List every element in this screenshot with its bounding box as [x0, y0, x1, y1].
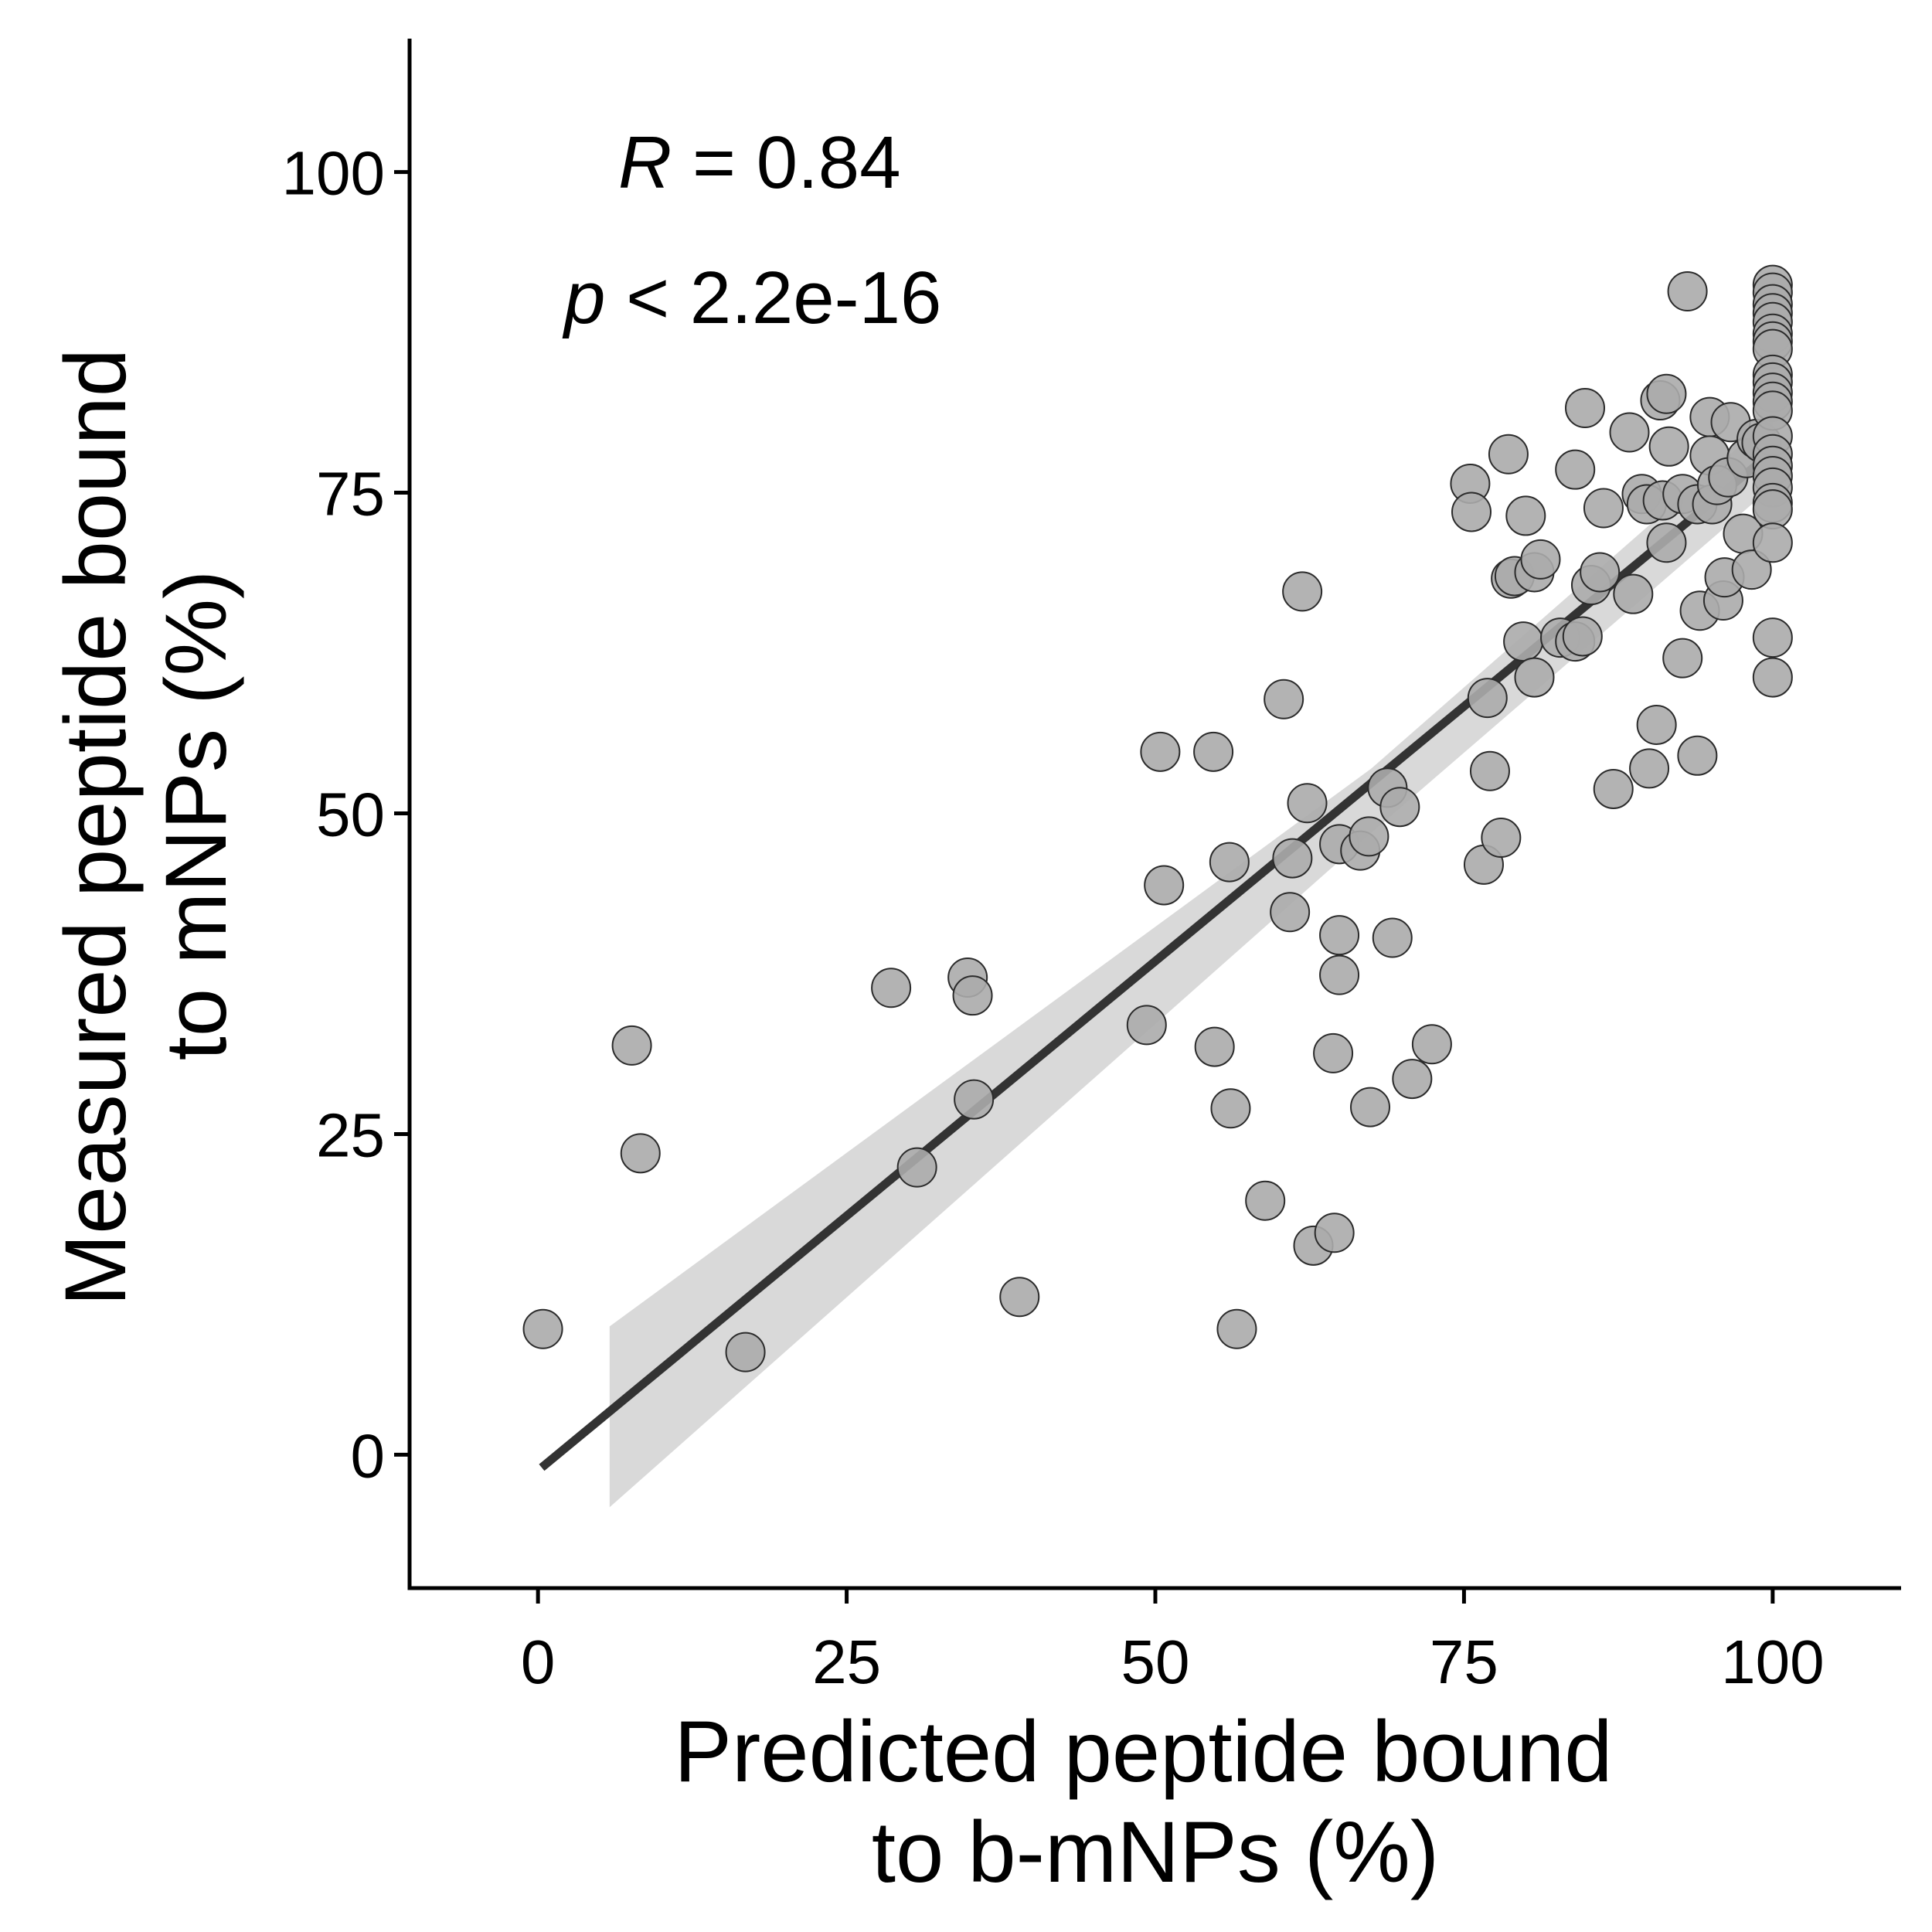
- scatter-point: [1140, 731, 1181, 772]
- scatter-point: [1392, 1059, 1433, 1100]
- x-tick-label: 75: [1430, 1628, 1498, 1696]
- scatter-point: [1514, 657, 1555, 698]
- y-tick-label: 0: [351, 1421, 386, 1490]
- scatter-point: [1609, 412, 1650, 453]
- scatter-point: [1520, 539, 1561, 580]
- scatter-point: [1469, 750, 1510, 791]
- scatter-point: [1372, 917, 1413, 958]
- x-axis-title-line-1: Predicted peptide bound: [674, 1703, 1612, 1800]
- scatter-point: [1583, 488, 1624, 529]
- p-value: < 2.2e-16: [605, 257, 941, 339]
- y-axis-title-line-2: to mNPs (%): [148, 570, 244, 1061]
- scatter-point: [1216, 1308, 1257, 1349]
- scatter-point: [1264, 679, 1304, 719]
- plot-area: [522, 264, 1793, 1508]
- scatter-point: [522, 1308, 563, 1349]
- scatter-point: [1467, 678, 1508, 719]
- y-tick-label: 100: [282, 139, 385, 208]
- scatter-point: [1349, 1087, 1390, 1128]
- scatter-point: [1646, 373, 1687, 414]
- scatter-point: [1503, 621, 1544, 662]
- scatter-point: [1379, 787, 1420, 828]
- scatter-point: [1731, 549, 1772, 590]
- r-symbol: R: [618, 121, 672, 204]
- scatter-point: [1648, 426, 1689, 467]
- scatter-point: [1636, 704, 1677, 745]
- scatter-point: [1555, 449, 1596, 490]
- scatter-point: [1193, 731, 1234, 772]
- y-axis-title-line-1: Measured peptide bound: [47, 349, 144, 1306]
- r-value: = 0.84: [672, 121, 900, 204]
- scatter-point: [611, 1025, 652, 1066]
- scatter-point: [1144, 865, 1185, 906]
- scatter-point: [1245, 1180, 1286, 1221]
- scatter-point: [1752, 657, 1793, 698]
- p-symbol: p: [562, 257, 605, 339]
- scatter-point: [1287, 783, 1328, 824]
- scatter-point: [999, 1277, 1040, 1318]
- scatter-point: [896, 1147, 937, 1188]
- scatter-point: [1562, 616, 1603, 657]
- scatter-point: [725, 1332, 766, 1372]
- y-axis-title: Measured peptide bound to mNPs (%): [47, 325, 244, 1306]
- x-tick-label: 50: [1121, 1628, 1190, 1696]
- x-axis-title-line-2: to b-mNPs (%): [872, 1804, 1439, 1900]
- scatter-point: [1126, 1005, 1167, 1046]
- x-axis-title: Predicted peptide bound to b-mNPs (%): [674, 1703, 1636, 1900]
- x-tick-label: 0: [521, 1628, 556, 1696]
- scatter-point: [1349, 816, 1389, 857]
- scatter-point: [1646, 522, 1687, 563]
- scatter-point: [1752, 617, 1793, 658]
- scatter-point: [1272, 838, 1313, 879]
- scatter-point: [1677, 735, 1718, 776]
- y-tick-label: 75: [316, 460, 385, 529]
- scatter-point: [1505, 495, 1546, 536]
- x-tick-label: 25: [812, 1628, 881, 1696]
- scatter-point: [1629, 748, 1670, 789]
- scatter-point: [1314, 1213, 1355, 1253]
- scatter-point: [1488, 434, 1529, 474]
- scatter-point: [952, 975, 993, 1016]
- scatter-point: [954, 1079, 995, 1120]
- scatter-point: [1210, 1088, 1251, 1129]
- scatter-point: [1667, 270, 1708, 311]
- scatter-point: [1209, 842, 1250, 883]
- axes: 0 25 50 75 100 0 25 50 75 100: [282, 39, 1901, 1696]
- scatter-point: [1564, 388, 1605, 429]
- y-tick-label: 50: [316, 781, 385, 849]
- scatter-point: [1319, 954, 1360, 995]
- scatter-point: [1752, 522, 1793, 563]
- x-tick-label: 100: [1721, 1628, 1824, 1696]
- scatter-point: [1593, 768, 1634, 809]
- scatter-point: [1282, 571, 1323, 612]
- scatter-point: [1194, 1026, 1235, 1067]
- scatter-point: [871, 968, 912, 1009]
- scatter-point: [1319, 915, 1360, 956]
- p-annotation: p < 2.2e-16: [562, 257, 941, 339]
- scatter-point: [1662, 638, 1703, 679]
- scatter-point: [1580, 552, 1621, 593]
- scatter-point: [1270, 892, 1311, 933]
- y-tick-label: 25: [316, 1100, 385, 1169]
- scatter-point: [1613, 573, 1654, 614]
- scatter-point: [1313, 1032, 1354, 1073]
- scatter-point: [1451, 492, 1492, 532]
- scatter-point: [1481, 818, 1522, 859]
- r-annotation: R = 0.84: [618, 121, 901, 204]
- scatter-point: [1411, 1024, 1452, 1065]
- scatter-point: [620, 1133, 661, 1174]
